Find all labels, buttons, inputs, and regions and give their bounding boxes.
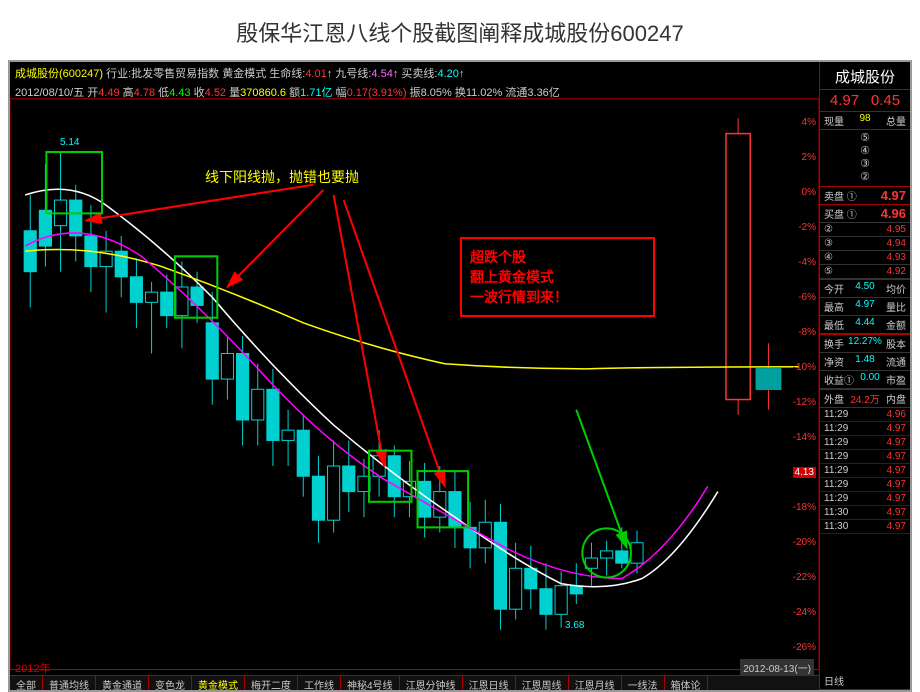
h2-turn-l: 换	[455, 87, 466, 99]
inner-l: 内盘	[886, 391, 906, 406]
yaxis-tick: 2%	[802, 152, 816, 163]
nine-label: 九号线	[335, 68, 368, 80]
tab-6[interactable]: 工作线	[298, 676, 341, 690]
redbox-l3: 一波行情到来！	[470, 287, 645, 307]
tab-9[interactable]: 江恩日线	[463, 676, 516, 690]
yaxis-tick: -14%	[793, 432, 816, 443]
buy-label: 买盘 ①	[824, 206, 857, 221]
yaxis-tick: 0%	[802, 187, 816, 198]
buysell-val: 4.20	[437, 68, 458, 80]
page-title: 殷保华江恩八线个股截图阐释成城股份600247	[0, 0, 920, 60]
yaxis-tick: -22%	[793, 572, 816, 583]
h2-amp-l: 幅	[336, 87, 347, 99]
annotation-red-box: 超跌个股 翻上黄金模式 一波行情到来！	[460, 237, 655, 317]
h2-high-l: 高	[123, 87, 134, 99]
yaxis-tick: -24%	[793, 607, 816, 618]
industry: 批发零售贸易指数	[131, 68, 219, 80]
h2-high-v: 4.78	[134, 87, 155, 99]
circled-list: ⑤④③②	[820, 130, 910, 187]
yaxis-tick: -8%	[798, 327, 816, 338]
h2-low-v: 4.43	[169, 87, 190, 99]
flag-low: 3.68	[565, 620, 584, 631]
tab-4[interactable]: 黄金模式	[192, 676, 245, 690]
h2-close-l: 收	[194, 87, 205, 99]
chart-header-1: 成城股份(600247) 行业:批发零售贸易指数 黄金模式 生命线:4.01↑ …	[10, 62, 819, 84]
yaxis-tick: -6%	[798, 292, 816, 303]
side-title: 成城股份	[820, 62, 910, 90]
sell-label: 卖盘 ①	[824, 188, 857, 203]
yaxis-tick: -20%	[793, 537, 816, 548]
footer-year: 2012年	[15, 660, 50, 676]
tab-8[interactable]: 江恩分钟线	[400, 676, 463, 690]
h2-vol-l: 量	[229, 87, 240, 99]
h2-low-l: 低	[158, 87, 169, 99]
h2-range-l: 振	[410, 87, 421, 99]
h2-close-v: 4.52	[205, 87, 226, 99]
h2-range-v: 8.05%	[421, 87, 452, 99]
mode-label: 黄金模式	[222, 68, 266, 80]
annotation-top: 线下阳线抛，抛错也要抛	[205, 167, 359, 187]
yaxis-tick: -12%	[793, 397, 816, 408]
h2-turn-v: 11.02%	[466, 87, 503, 99]
h2-amt-l: 额	[289, 87, 300, 99]
tab-12[interactable]: 一线法	[622, 676, 665, 690]
tab-0[interactable]: 全部	[10, 676, 43, 690]
period-label[interactable]: 日线	[824, 673, 844, 688]
side-panel: 成城股份 4.97 0.45 现量 98 总量 ⑤④③② 卖盘 ① 4.97 买…	[819, 62, 910, 690]
yaxis-tick: -4%	[798, 257, 816, 268]
h2-vol-v: 370860.6	[240, 87, 286, 99]
outer-v: 24.2万	[850, 391, 879, 406]
h2-open-l: 开	[87, 87, 98, 99]
h2-float-v: 3.36亿	[527, 87, 559, 99]
nine-val: 4.54	[371, 68, 392, 80]
flag-high: 5.14	[60, 137, 79, 148]
sumup-label: 总量	[886, 113, 906, 128]
yaxis-tick: -26%	[793, 642, 816, 653]
footer-date: 2012-08-13(一)	[740, 659, 814, 676]
app-frame: 成城股份(600247) 行业:批发零售贸易指数 黄金模式 生命线:4.01↑ …	[8, 60, 912, 692]
h2-amt-v: 1.71亿	[300, 87, 332, 99]
stock-name: 成城股份(600247)	[15, 68, 103, 80]
redbox-l1: 超跌个股	[470, 247, 645, 267]
yaxis-tick: 4%	[802, 117, 816, 128]
tab-10[interactable]: 江恩周线	[516, 676, 569, 690]
side-price: 4.97	[830, 92, 859, 109]
industry-label: 行业	[106, 68, 128, 80]
price-flag: 4.13	[793, 467, 816, 478]
bottom-tabs: 全部普通均线黄金通道变色龙黄金模式梅开二度工作线神秘4号线江恩分钟线江恩日线江恩…	[10, 675, 819, 690]
life-val: 4.01	[305, 68, 326, 80]
sold-val: 98	[859, 113, 870, 128]
yaxis-tick: -18%	[793, 502, 816, 513]
yaxis-tick: -2%	[798, 222, 816, 233]
h2-date: 2012/08/10/五	[15, 87, 84, 99]
h2-open-v: 4.49	[98, 87, 119, 99]
life-label: 生命线	[269, 68, 302, 80]
buysell-label: 买卖线	[401, 68, 434, 80]
chart-area[interactable]: 成城股份(600247) 行业:批发零售贸易指数 黄金模式 生命线:4.01↑ …	[10, 62, 819, 690]
tab-1[interactable]: 普通均线	[43, 676, 96, 690]
tab-5[interactable]: 梅开二度	[245, 676, 298, 690]
tab-3[interactable]: 变色龙	[149, 676, 192, 690]
h2-float-l: 流通	[505, 87, 527, 99]
yaxis-tick: -10%	[793, 362, 816, 373]
tab-7[interactable]: 神秘4号线	[341, 676, 400, 690]
tab-13[interactable]: 箱体论	[665, 676, 708, 690]
h2-amp-v: 0.17(3.91%)	[347, 87, 407, 99]
buy-val: 4.96	[881, 206, 906, 221]
candlestick-chart	[10, 62, 819, 690]
side-change: 0.45	[871, 92, 900, 109]
tab-2[interactable]: 黄金通道	[96, 676, 149, 690]
redbox-l2: 翻上黄金模式	[470, 267, 645, 287]
sell-val: 4.97	[881, 188, 906, 203]
sold-label: 现量	[824, 113, 844, 128]
tab-11[interactable]: 江恩月线	[569, 676, 622, 690]
chart-header-2: 2012/08/10/五 开4.49 高4.78 低4.43 收4.52 量37…	[10, 84, 819, 102]
outer-l: 外盘	[824, 391, 844, 406]
